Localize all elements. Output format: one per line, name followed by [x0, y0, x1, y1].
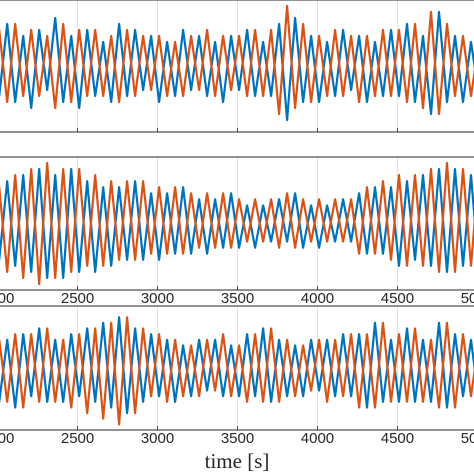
axes-box: [0, 0, 474, 133]
x-tick-label: 2500: [61, 430, 94, 447]
x-tick-label: 4500: [381, 290, 414, 307]
x-tick-label: 2000: [0, 430, 14, 447]
series-line: [0, 161, 474, 286]
series-line: [0, 316, 474, 426]
x-tick-label: 3000: [141, 290, 174, 307]
x-tick-label: 2500: [61, 290, 94, 307]
axes-box: [0, 305, 474, 431]
x-tick-label: 4500: [381, 430, 414, 447]
x-tick-label: 4000: [301, 290, 334, 307]
x-tick-label: 3500: [221, 290, 254, 307]
x-tick-label: 4000: [301, 430, 334, 447]
axes-box: [0, 156, 474, 291]
x-tick-label: 3500: [221, 430, 254, 447]
x-tick-label: 3000: [141, 430, 174, 447]
series-line: [0, 4, 474, 116]
x-axis-label: time [s]: [205, 449, 270, 473]
x-tick-label: 2000: [0, 290, 14, 307]
